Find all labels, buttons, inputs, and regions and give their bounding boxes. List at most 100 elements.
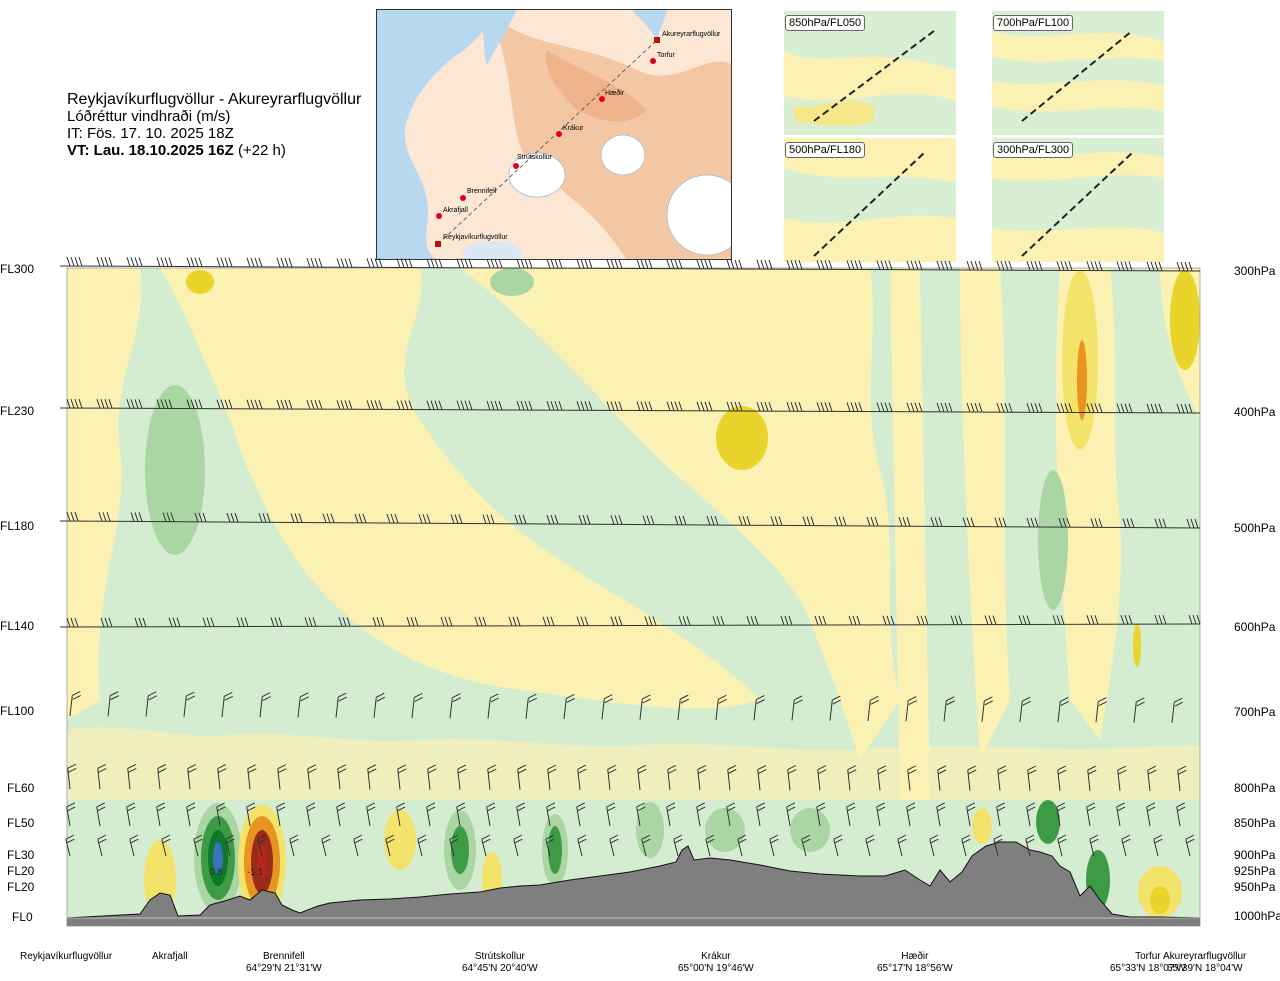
- pa-label-500: 500hPa: [1234, 521, 1276, 535]
- wind-barb: [726, 259, 743, 270]
- route-line: [437, 39, 658, 245]
- downdraft-cell: [705, 808, 745, 852]
- wind-barb: [336, 802, 346, 827]
- wind-barb-shaft: [59, 407, 1201, 414]
- wind-barb: [186, 802, 196, 827]
- location-coord: 65°00'N 19°46'W: [678, 963, 754, 974]
- fl-label-140: FL140: [0, 619, 35, 633]
- mini-map-850-svg: [784, 11, 956, 135]
- wind-barb: [727, 765, 737, 791]
- wind-barb: [1089, 834, 1099, 857]
- wind-barb: [516, 258, 533, 269]
- mini-map-300-svg: [992, 138, 1164, 262]
- wind-barb: [637, 764, 647, 791]
- wind-barb: [202, 617, 215, 627]
- downdraft-cell: [451, 826, 469, 874]
- location-name: Brennifell: [263, 951, 305, 962]
- route-label-krakur: Krákur: [563, 125, 584, 132]
- wind-barb: [962, 517, 975, 527]
- wind-barb: [756, 802, 766, 827]
- wind-barb: [636, 802, 646, 827]
- wind-barb: [867, 695, 879, 722]
- wind-barb: [427, 764, 437, 790]
- wind-barb: [386, 513, 399, 524]
- sea-west: [377, 10, 497, 259]
- pa-label-900: 900hPa: [1234, 848, 1276, 862]
- wind-barb: [270, 617, 283, 627]
- wind-barb: [221, 691, 233, 718]
- wind-barb: [126, 802, 136, 827]
- wind-barb: [417, 834, 427, 857]
- wind-barb: [216, 802, 226, 827]
- wind-barb: [338, 617, 351, 627]
- wind-barb: [601, 694, 613, 720]
- wind-barb: [882, 615, 895, 625]
- wind-barb: [1121, 834, 1131, 857]
- wind-barb: [706, 515, 719, 526]
- valid-time-label: VT: Lau. 18.10.2025 16Z: [67, 142, 234, 159]
- wind-barb: [426, 400, 443, 410]
- wind-barb: [513, 834, 523, 857]
- route-map: Akureyrarflugvöllur Torfur Hæðir Krákur …: [376, 9, 732, 260]
- location-torfur: Torfur 65°33'N 18°07'W: [1110, 951, 1186, 975]
- location-name: Akrafjall: [152, 951, 188, 962]
- wind-barb: [936, 260, 953, 271]
- wind-barb: [791, 695, 803, 721]
- wind-barb: [834, 516, 847, 526]
- wind-barb: [336, 258, 353, 268]
- wind-barb: [289, 834, 299, 857]
- contour-label-max: 0.8: [210, 867, 223, 877]
- wind-barb: [130, 512, 143, 522]
- mini-map-yellow2: [992, 227, 1164, 262]
- wind-barb: [756, 259, 773, 270]
- wind-barb: [1018, 615, 1031, 625]
- wind-barb: [833, 834, 843, 857]
- updraft-region: [890, 268, 930, 800]
- wind-barb: [916, 615, 929, 625]
- wind-barb: [246, 802, 256, 827]
- mini-map-green: [784, 168, 956, 223]
- mini-map-yellow: [992, 31, 1164, 62]
- wind-barb: [546, 400, 563, 411]
- wind-barb: [848, 615, 861, 626]
- title-block: Reykjavíkurflugvöllur - Akureyrarflugvöl…: [67, 91, 361, 159]
- wind-barb: [666, 259, 683, 269]
- wind-barb: [1026, 802, 1036, 827]
- wind-barb: [126, 399, 143, 409]
- wind-barb: [107, 691, 119, 717]
- wind-barb: [1057, 697, 1069, 723]
- location-name: Strútskollur: [474, 951, 525, 962]
- wind-barb: [738, 516, 751, 526]
- wind-barb-shaft: [59, 623, 1201, 628]
- wind-barb: [1056, 403, 1073, 413]
- downdraft-cell: [201, 816, 235, 900]
- mini-map-yellow: [992, 152, 1164, 181]
- fl-label-230: FL230: [0, 404, 35, 418]
- wind-barb: [1116, 403, 1133, 413]
- wind-barb: [546, 514, 559, 525]
- wind-barb: [1176, 261, 1193, 272]
- wind-barb: [366, 400, 383, 410]
- wind-barb: [542, 616, 555, 626]
- wind-barb: [677, 694, 689, 720]
- downdraft-cell: [542, 814, 568, 886]
- wind-barb: [217, 764, 227, 790]
- route-label-akureyri: Akureyrarflugvöllur: [662, 31, 721, 38]
- wind-barb: [666, 401, 683, 411]
- route-point-torfur: [650, 58, 656, 64]
- route-point-akureyri: [654, 37, 660, 43]
- wind-barb: [1090, 518, 1103, 528]
- wind-barb: [961, 834, 971, 857]
- updraft-core: [1133, 623, 1141, 667]
- wind-barb: [1171, 697, 1183, 723]
- pa-label-850: 850hPa: [1234, 816, 1276, 830]
- updraft-region: [160, 268, 760, 709]
- route-label-strutskollur: Strútskollur: [517, 154, 553, 161]
- wind-barb: [644, 616, 657, 626]
- downdraft-cell: [548, 826, 562, 874]
- wind-barb: [1086, 261, 1103, 271]
- updraft-region: [1055, 268, 1121, 740]
- wind-barb: [126, 257, 143, 267]
- wind-barb: [994, 517, 1007, 527]
- wind-barb: [866, 516, 879, 527]
